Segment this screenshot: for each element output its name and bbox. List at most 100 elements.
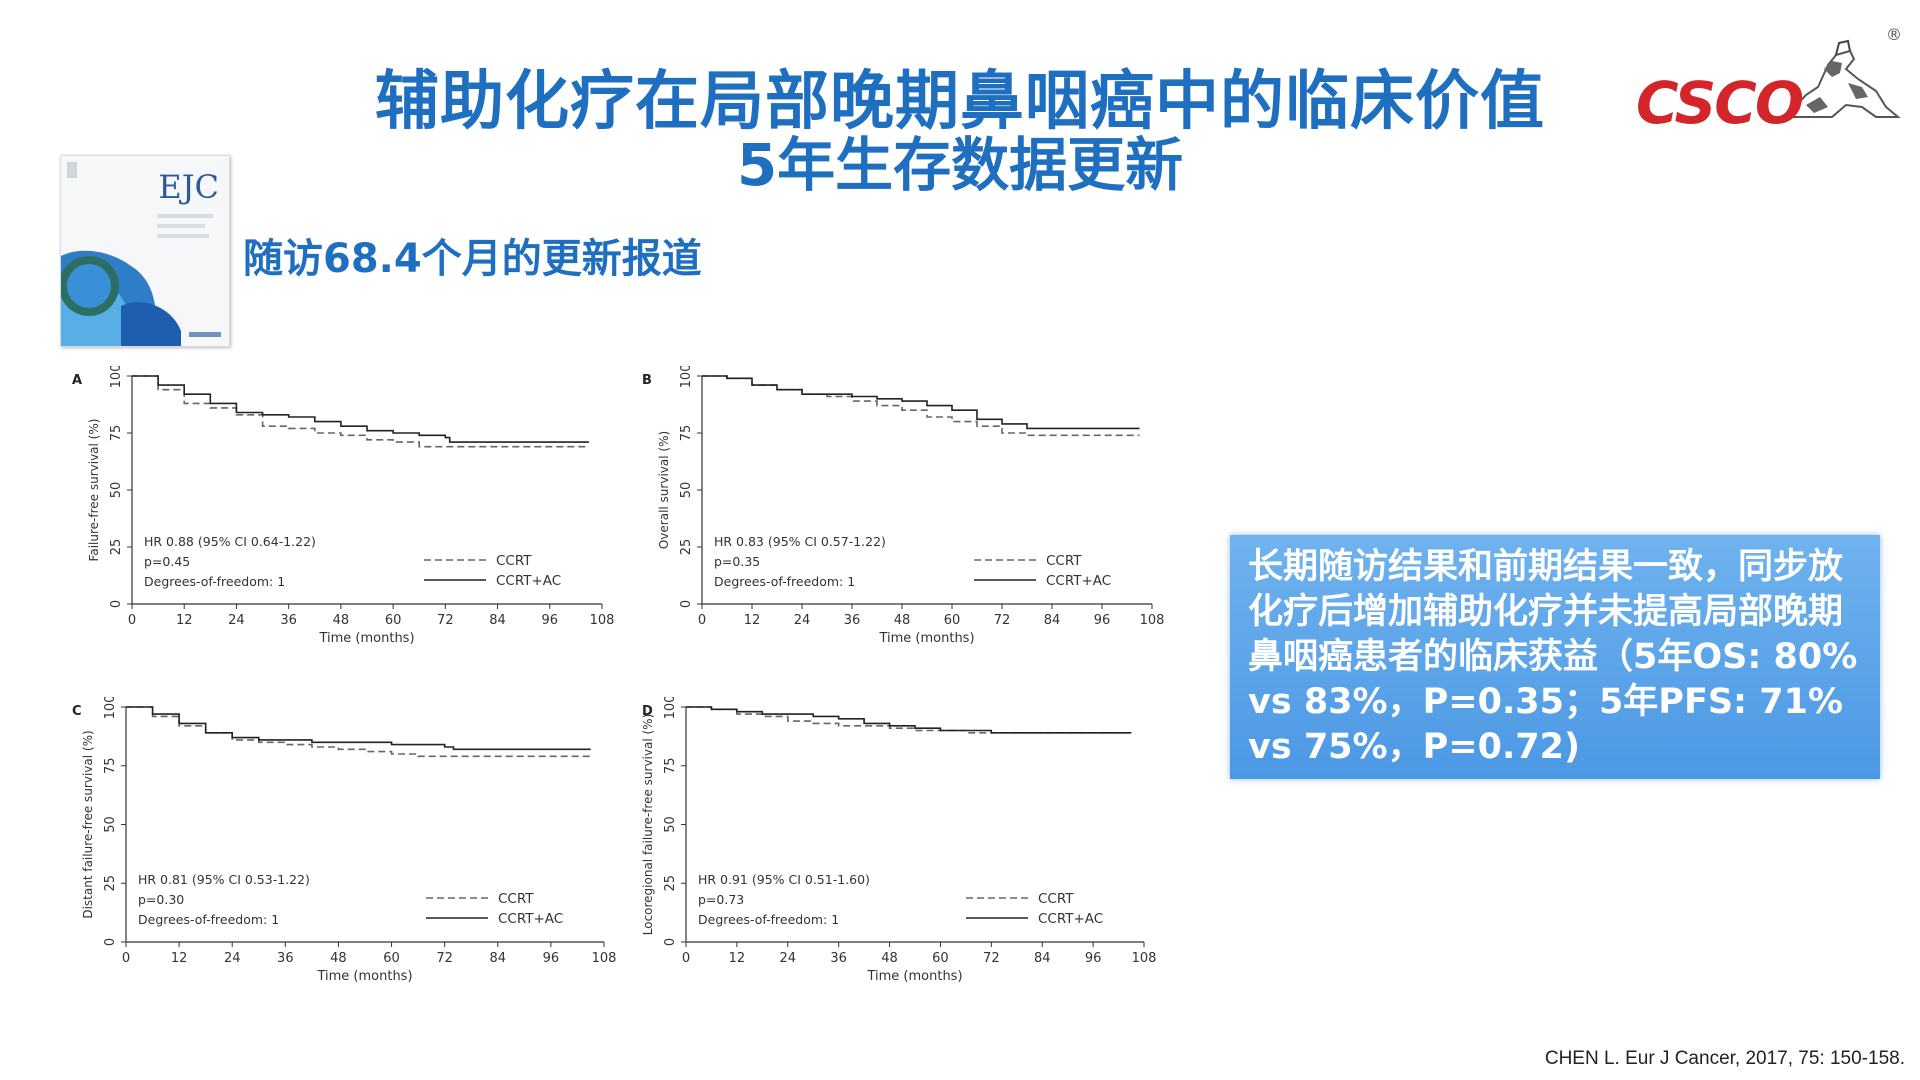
y-axis-label: Overall survival (%) [657,431,671,549]
slide-title: 辅助化疗在局部晚期鼻咽癌中的临床价值 [375,65,1545,139]
km-panel-d: D 0 12 24 36 48 60 72 84 96 108 0 25 50 75 100 Time (mon… [634,697,1194,1037]
survival-curve-ccrt-plus-ac [126,706,591,751]
legend-label: CCRT [1038,891,1074,907]
logo-wordmark: CSCO [1636,69,1804,137]
conclusion-callout: 长期随访结果和前期结果一致，同步放化疗后增加辅助化疗并未提高局部晚期鼻咽癌患者的… [1230,535,1880,779]
panel-letter: C [72,704,82,719]
y-tick-label: 75 [663,757,678,774]
x-tick-label: 72 [436,951,453,966]
x-tick-label: 12 [729,951,746,966]
stats-label: HR 0.91 (95% CI 0.51-1.60) [698,872,870,887]
legend-label: CCRT+AC [1038,911,1103,927]
x-tick-label: 48 [333,613,350,628]
y-tick-label: 100 [663,697,678,719]
stats-label: p=0.35 [714,554,760,569]
x-tick-label: 72 [983,951,1000,966]
y-axis-label: Locoregional failure-free survival (%) [641,714,655,936]
x-tick-label: 48 [894,613,911,628]
x-tick-label: 108 [592,951,617,966]
x-tick-label: 60 [385,613,402,628]
journal-cover-label: EJC [158,168,219,206]
x-tick-label: 72 [437,613,454,628]
x-axis-label: Time (months) [878,631,974,646]
y-tick-label: 50 [663,816,678,833]
x-tick-label: 72 [994,613,1011,628]
stats-label: Degrees-of-freedom: 1 [138,912,279,927]
x-tick-label: 36 [277,951,294,966]
x-tick-label: 108 [1132,951,1157,966]
x-axis-label: Time (months) [866,969,962,984]
x-tick-label: 36 [280,613,297,628]
survival-curve-ccrt-plus-ac [686,706,1132,734]
km-chart-d: D 0 12 24 36 48 60 72 84 96 108 0 25 50 75 100 Time (mon… [641,697,1157,984]
y-tick-label: 25 [109,539,124,556]
panel-letter: A [72,373,82,388]
panel-letter: B [642,373,652,388]
panel-letter: D [642,704,653,719]
journal-cover-art [61,162,221,346]
y-tick-label: 50 [103,816,118,833]
x-tick-label: 96 [1094,613,1111,628]
km-panel-a: A 0 12 24 36 48 60 72 84 96 108 0 25 50 75 100 Time (mon… [64,366,644,696]
legend-label: CCRT+AC [498,911,563,927]
y-axis-label: Distant failure-free survival (%) [81,730,95,918]
km-panel-b: B 0 12 24 36 48 60 72 84 96 108 0 25 50 75 100 Time (mon… [634,366,1194,696]
x-tick-label: 96 [543,951,560,966]
registered-mark: ® [1886,25,1902,44]
legend-label: CCRT [496,553,532,569]
km-chart-c: C 0 12 24 36 48 60 72 84 96 108 0 25 50 75 100 Time (mon… [72,697,617,984]
x-tick-label: 24 [228,613,245,628]
citation: CHEN L. Eur J Cancer, 2017, 75: 150-158. [1544,1048,1905,1069]
survival-curve-ccrt [126,706,591,758]
slide-title-line2: 5年生存数据更新 [736,131,1184,199]
y-tick-label: 100 [103,697,118,719]
stats-label: HR 0.81 (95% CI 0.53-1.22) [138,872,310,887]
x-tick-label: 36 [844,613,861,628]
x-tick-label: 84 [489,613,506,628]
x-tick-label: 96 [1085,951,1102,966]
legend-label: CCRT [1046,553,1082,569]
x-axis-label: Time (months) [316,969,412,984]
y-tick-label: 50 [109,482,124,499]
x-tick-label: 12 [744,613,761,628]
x-tick-label: 12 [176,613,193,628]
stats-label: p=0.73 [698,892,744,907]
journal-cover: EJC [60,155,230,347]
y-tick-label: 75 [679,425,694,442]
csco-logo: CSCO ® [1636,25,1906,137]
y-tick-label: 100 [679,366,694,388]
km-panel-c: C 0 12 24 36 48 60 72 84 96 108 0 25 50 75 100 Time (mon… [64,697,644,1037]
y-tick-label: 0 [679,600,694,608]
x-tick-label: 96 [542,613,559,628]
stats-label: HR 0.83 (95% CI 0.57-1.22) [714,534,886,549]
stats-label: p=0.30 [138,892,184,907]
km-chart-a: A 0 12 24 36 48 60 72 84 96 108 0 25 50 75 100 Time (mon… [72,366,615,646]
survival-curve-ccrt [132,375,589,448]
survival-curve-ccrt-plus-ac [132,375,589,443]
legend-label: CCRT+AC [496,573,561,589]
y-tick-label: 75 [103,757,118,774]
great-wall-icon [1783,39,1901,118]
x-tick-label: 108 [590,613,615,628]
x-tick-label: 0 [682,951,690,966]
x-tick-label: 84 [1044,613,1061,628]
stats-label: Degrees-of-freedom: 1 [698,912,839,927]
x-tick-label: 60 [932,951,949,966]
y-tick-label: 100 [109,366,124,388]
x-tick-label: 24 [794,613,811,628]
x-tick-label: 84 [1034,951,1051,966]
y-tick-label: 0 [103,938,118,946]
x-tick-label: 36 [830,951,847,966]
y-tick-label: 25 [663,875,678,892]
legend-label: CCRT [498,891,534,907]
x-tick-label: 108 [1140,613,1165,628]
x-tick-label: 60 [383,951,400,966]
y-tick-label: 0 [663,938,678,946]
y-tick-label: 25 [103,875,118,892]
stats-label: Degrees-of-freedom: 1 [144,574,285,589]
x-tick-label: 48 [881,951,898,966]
x-tick-label: 24 [224,951,241,966]
y-tick-label: 25 [679,539,694,556]
x-tick-label: 12 [171,951,188,966]
y-tick-label: 0 [109,600,124,608]
